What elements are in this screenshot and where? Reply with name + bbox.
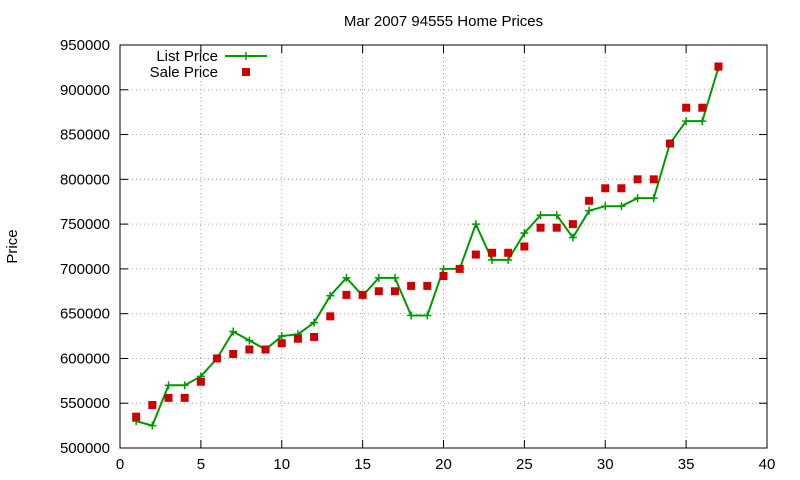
data-point-list-price — [310, 318, 319, 327]
data-point-sale-price — [714, 62, 723, 71]
y-tick-label: 850000 — [60, 127, 110, 144]
data-point-sale-price — [552, 223, 561, 232]
x-tick-label: 5 — [197, 456, 205, 473]
data-point-sale-price — [213, 354, 222, 363]
data-point-sale-price — [649, 175, 658, 184]
y-axis-label: Price — [4, 229, 21, 263]
data-point-list-price — [180, 381, 189, 390]
y-tick-label: 800000 — [60, 171, 110, 188]
legend-label: Sale Price — [150, 64, 218, 81]
data-point-sale-price — [439, 272, 448, 281]
data-point-list-price — [649, 194, 658, 203]
x-tick-label: 10 — [273, 456, 290, 473]
data-point-list-price — [439, 264, 448, 273]
y-tick-label: 500000 — [60, 440, 110, 457]
data-point-sale-price — [407, 281, 416, 290]
y-tick-label: 600000 — [60, 350, 110, 367]
series-1 — [132, 62, 723, 421]
data-point-list-price — [326, 291, 335, 300]
x-tick-label: 35 — [678, 456, 695, 473]
data-point-sale-price — [504, 248, 513, 257]
data-point-list-price — [520, 229, 529, 238]
data-point-sale-price — [568, 220, 577, 229]
data-point-sale-price — [520, 242, 529, 251]
x-tick-label: 20 — [435, 456, 452, 473]
data-point-sale-price — [277, 339, 286, 348]
data-point-sale-price — [585, 196, 594, 205]
x-tick-label: 0 — [116, 456, 124, 473]
data-point-sale-price — [698, 103, 707, 112]
data-point-sale-price — [471, 250, 480, 259]
data-point-sale-price — [665, 139, 674, 148]
data-point-list-price — [633, 194, 642, 203]
y-tick-label: 550000 — [60, 395, 110, 412]
data-point-list-price — [374, 273, 383, 282]
data-point-sale-price — [488, 248, 497, 257]
x-tick-label: 25 — [516, 456, 533, 473]
data-point-sale-price — [180, 393, 189, 402]
data-point-sale-price — [374, 287, 383, 296]
x-tick-label: 30 — [597, 456, 614, 473]
data-point-list-price — [342, 273, 351, 282]
data-point-list-price — [407, 311, 416, 320]
data-point-sale-price — [390, 287, 399, 296]
data-point-sale-price — [132, 412, 141, 421]
y-tick-label: 900000 — [60, 82, 110, 99]
legend-label: List Price — [156, 48, 218, 65]
data-point-sale-price — [633, 175, 642, 184]
data-point-sale-price — [164, 393, 173, 402]
y-tick-label: 650000 — [60, 306, 110, 323]
data-point-list-price — [245, 336, 254, 345]
data-point-list-price — [488, 255, 497, 264]
data-point-sale-price — [245, 345, 254, 354]
data-point-list-price — [617, 202, 626, 211]
legend-swatch-plus — [242, 52, 250, 60]
data-point-list-price — [423, 311, 432, 320]
data-point-list-price — [164, 381, 173, 390]
data-point-list-price — [601, 202, 610, 211]
x-tick-label: 40 — [759, 456, 776, 473]
grid-lines — [119, 44, 768, 449]
data-point-sale-price — [423, 281, 432, 290]
data-point-list-price — [148, 421, 157, 430]
data-point-sale-price — [310, 332, 319, 341]
data-point-sale-price — [293, 334, 302, 343]
data-point-list-price — [568, 233, 577, 242]
series-line-list-price — [135, 67, 720, 427]
chart-title: Mar 2007 94555 Home Prices — [344, 13, 543, 30]
data-point-list-price — [471, 220, 480, 229]
axis-ticks: 0 5 10 15 20 25 30 35 40 500000 550000 600000 650000… — [60, 37, 775, 473]
x-tick-label: 15 — [354, 456, 371, 473]
data-point-sale-price — [326, 312, 335, 321]
data-point-sale-price — [536, 223, 545, 232]
data-point-list-price — [390, 273, 399, 282]
data-point-sale-price — [682, 103, 691, 112]
data-point-list-price — [552, 211, 561, 220]
data-point-list-price — [682, 117, 691, 126]
data-point-list-price — [229, 327, 238, 336]
data-point-sale-price — [261, 345, 270, 354]
data-point-sale-price — [196, 377, 205, 386]
data-point-sale-price — [148, 401, 157, 410]
data-point-sale-price — [358, 290, 367, 299]
data-point-sale-price — [601, 184, 610, 193]
data-point-sale-price — [342, 290, 351, 299]
data-point-sale-price — [617, 184, 626, 193]
y-tick-label: 950000 — [60, 37, 110, 54]
data-point-list-price — [698, 117, 707, 126]
data-point-list-price — [536, 211, 545, 220]
legend-swatch-square — [242, 68, 250, 76]
data-point-list-price — [585, 206, 594, 215]
y-tick-label: 750000 — [60, 216, 110, 233]
data-point-list-price — [277, 332, 286, 341]
series-0 — [132, 63, 723, 430]
data-point-sale-price — [455, 264, 464, 273]
y-tick-label: 700000 — [60, 261, 110, 278]
data-point-sale-price — [229, 349, 238, 358]
data-point-list-price — [504, 255, 513, 264]
